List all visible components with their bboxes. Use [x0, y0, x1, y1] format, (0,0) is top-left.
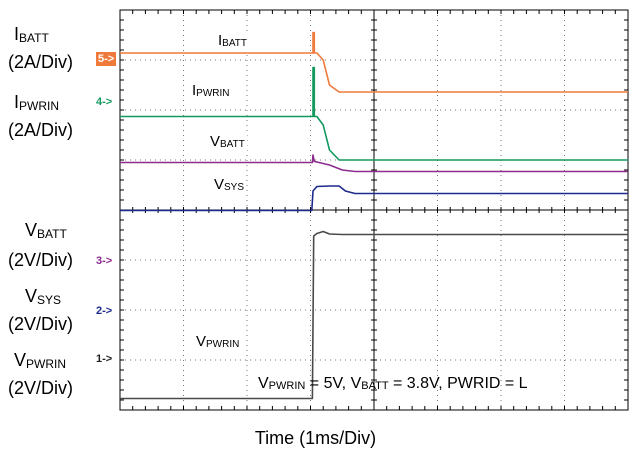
label-vpwrin-name: VPWRIN: [14, 350, 67, 371]
label-vsys-scale: (2V/Div): [8, 314, 74, 334]
marker-ch1: 1->: [96, 353, 113, 365]
x-axis-label: Time (1ms/Div): [254, 428, 377, 448]
trace-label-ipwrin: IPWRIN: [190, 82, 232, 102]
label-ibatt-name: IBATT: [14, 24, 49, 45]
marker-ch2: 2->: [96, 305, 113, 317]
test-condition-annotation: VPWRIN = 5V, VBATT = 3.8V, PWRID = L: [258, 375, 528, 392]
marker-ch4: 4->: [96, 96, 113, 108]
label-vpwrin-scale: (2V/Div): [8, 378, 74, 398]
marker-ch3: 3->: [96, 255, 113, 267]
trace-ibatt: [120, 31, 628, 93]
label-ibatt-scale: (2A/Div): [8, 52, 74, 72]
trace-label-ibatt: IBATT: [216, 32, 249, 52]
trace-vpwrin: [120, 230, 628, 400]
trace-label-vsys: VSYS: [212, 176, 247, 196]
trace-label-vbatt: VBATT: [208, 133, 247, 153]
label-vsys-name: VSYS: [25, 286, 62, 307]
trace-vbatt: [120, 154, 628, 173]
label-ipwrin-scale: (2A/Div): [8, 120, 74, 140]
marker-ch5: 5->: [96, 52, 117, 66]
trace-vsys: [120, 185, 628, 212]
trace-ipwrin: [120, 66, 628, 161]
label-ipwrin-name: IPWRIN: [14, 92, 60, 113]
label-vbatt-name: VBATT: [25, 220, 67, 241]
trace-label-vpwrin: VPWRIN: [194, 333, 242, 353]
label-vbatt-scale: (2V/Div): [8, 250, 74, 270]
